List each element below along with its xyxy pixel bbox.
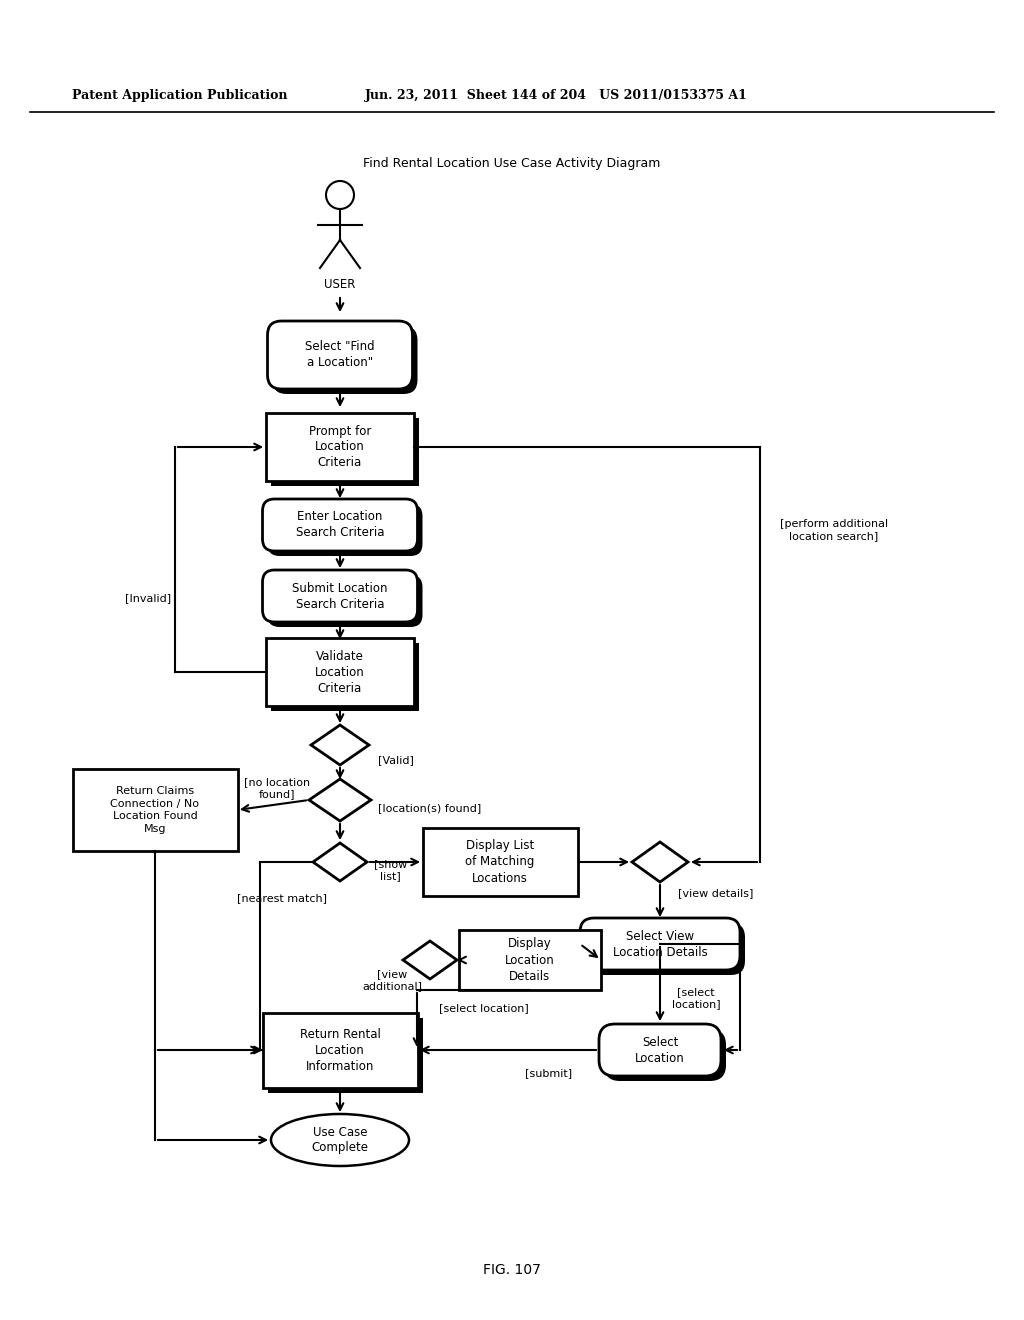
Polygon shape — [403, 941, 457, 979]
Text: [select
location]: [select location] — [672, 987, 721, 1008]
Polygon shape — [311, 725, 369, 766]
Bar — [271, 643, 419, 711]
Text: [Valid]: [Valid] — [378, 755, 414, 766]
Text: [select location]: [select location] — [438, 1003, 528, 1012]
Text: USER: USER — [325, 279, 355, 292]
Bar — [423, 828, 578, 896]
Bar — [267, 1018, 423, 1093]
Bar — [73, 770, 238, 851]
Bar — [266, 413, 414, 480]
Text: Use Case
Complete: Use Case Complete — [311, 1126, 369, 1154]
Text: Return Claims
Connection / No
Location Found
Msg: Return Claims Connection / No Location F… — [111, 787, 200, 834]
Bar — [262, 1012, 418, 1088]
Text: Patent Application Publication: Patent Application Publication — [72, 88, 288, 102]
Text: [view details]: [view details] — [678, 888, 754, 898]
FancyBboxPatch shape — [267, 504, 423, 556]
Bar — [459, 931, 601, 990]
Text: Select "Find
a Location": Select "Find a Location" — [305, 341, 375, 370]
Bar — [266, 638, 414, 706]
Text: Return Rental
Location
Information: Return Rental Location Information — [300, 1027, 381, 1072]
Text: Jun. 23, 2011  Sheet 144 of 204   US 2011/0153375 A1: Jun. 23, 2011 Sheet 144 of 204 US 2011/0… — [365, 88, 748, 102]
Polygon shape — [309, 779, 371, 821]
Text: Find Rental Location Use Case Activity Diagram: Find Rental Location Use Case Activity D… — [364, 157, 660, 169]
Ellipse shape — [271, 1114, 409, 1166]
FancyBboxPatch shape — [272, 326, 418, 393]
FancyBboxPatch shape — [604, 1030, 726, 1081]
Text: Select View
Location Details: Select View Location Details — [612, 929, 708, 958]
Text: Validate
Location
Criteria: Validate Location Criteria — [315, 649, 365, 694]
Bar — [271, 418, 419, 486]
Circle shape — [326, 181, 354, 209]
Text: [Invalid]: [Invalid] — [125, 593, 171, 603]
Text: Submit Location
Search Criteria: Submit Location Search Criteria — [292, 582, 388, 610]
Text: [no location
found]: [no location found] — [244, 777, 310, 799]
FancyBboxPatch shape — [262, 570, 418, 622]
Text: [view
additional]: [view additional] — [362, 969, 422, 991]
Text: [perform additional
location search]: [perform additional location search] — [780, 519, 888, 541]
Text: Enter Location
Search Criteria: Enter Location Search Criteria — [296, 511, 384, 540]
FancyBboxPatch shape — [267, 321, 413, 389]
Text: Select
Location: Select Location — [635, 1035, 685, 1064]
Text: [nearest match]: [nearest match] — [237, 894, 327, 903]
Text: Display
Location
Details: Display Location Details — [505, 937, 555, 982]
FancyBboxPatch shape — [580, 917, 740, 970]
Text: [submit]: [submit] — [525, 1068, 572, 1078]
FancyBboxPatch shape — [262, 499, 418, 550]
FancyBboxPatch shape — [267, 576, 423, 627]
Text: [show
list]: [show list] — [374, 859, 408, 880]
Polygon shape — [632, 842, 688, 882]
Polygon shape — [313, 843, 367, 880]
FancyBboxPatch shape — [585, 923, 745, 975]
Text: [location(s) found]: [location(s) found] — [378, 803, 481, 813]
Text: FIG. 107: FIG. 107 — [483, 1263, 541, 1276]
Text: Prompt for
Location
Criteria: Prompt for Location Criteria — [309, 425, 371, 470]
FancyBboxPatch shape — [599, 1024, 721, 1076]
Text: Display List
of Matching
Locations: Display List of Matching Locations — [465, 840, 535, 884]
